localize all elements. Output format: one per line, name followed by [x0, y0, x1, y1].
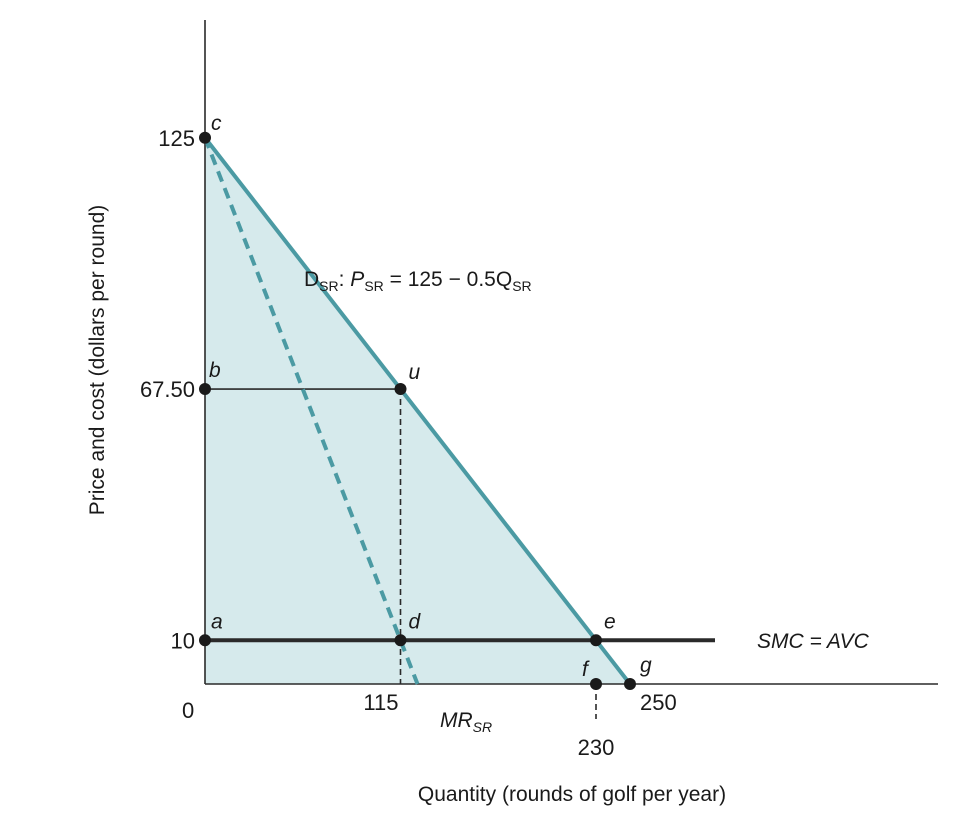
point-label-a: a	[211, 610, 223, 633]
demand-d: D	[304, 268, 319, 291]
point-d	[394, 634, 407, 647]
y-axis-title: Price and cost (dollars per round)	[86, 205, 109, 515]
mr-line	[203, 137, 420, 685]
point-label-c: c	[211, 112, 222, 135]
points: c b u a d e f g	[199, 112, 652, 690]
mr-main: MR	[440, 709, 473, 732]
smc-avc-label: SMC = AVC	[757, 630, 870, 653]
demand-line	[203, 136, 632, 686]
point-c	[199, 131, 211, 144]
mr-label: MRSR	[440, 709, 492, 735]
point-f	[590, 678, 602, 690]
demand-d-sub: SR	[319, 278, 338, 294]
demand-p: P	[350, 268, 364, 291]
point-label-u: u	[409, 361, 421, 384]
x-tick-115: 115	[363, 690, 398, 715]
point-label-f: f	[582, 658, 590, 681]
x-tick-230: 230	[578, 735, 615, 760]
series-lines	[203, 136, 715, 686]
point-label-b: b	[209, 359, 221, 382]
origin-label: 0	[182, 698, 194, 723]
point-b	[199, 383, 211, 396]
x-axis-title: Quantity (rounds of golf per year)	[418, 783, 726, 806]
mr-sub: SR	[473, 719, 492, 735]
point-label-g: g	[640, 654, 652, 677]
y-tick-10: 10	[171, 628, 195, 653]
demand-sep: :	[339, 268, 351, 291]
point-u	[394, 383, 407, 396]
point-label-e: e	[604, 610, 616, 633]
demand-q-sub: SR	[512, 278, 531, 294]
x-tick-250: 250	[640, 690, 677, 715]
demand-rhs: = 125 − 0.5Q	[384, 268, 512, 291]
demand-equation-label: DSR: PSR = 125 − 0.5QSR	[304, 268, 532, 294]
point-a	[199, 634, 211, 647]
y-tick-125: 125	[158, 126, 195, 151]
tick-labels: 125 67.50 10 115 230 250	[140, 126, 677, 760]
point-label-d: d	[409, 610, 422, 633]
point-g	[624, 678, 636, 690]
demand-p-sub: SR	[364, 278, 383, 294]
point-e	[590, 634, 602, 647]
y-tick-67.50: 67.50	[140, 377, 195, 402]
